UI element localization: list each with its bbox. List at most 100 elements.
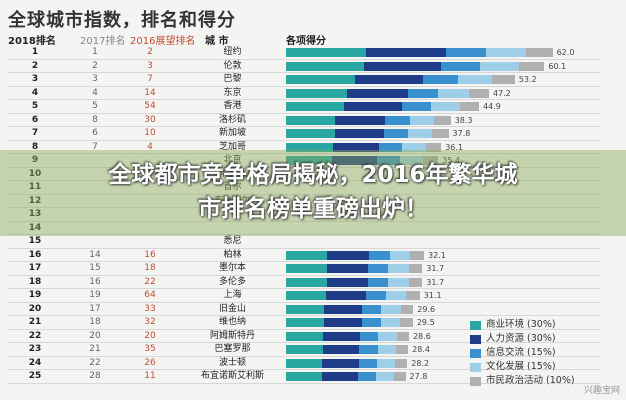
rank-2017-cell: 1 — [92, 47, 98, 57]
rank-2018-cell: 22 — [28, 330, 42, 341]
legend-swatch — [470, 335, 481, 344]
header-city: 城 市 — [205, 36, 229, 47]
rank-2017-cell: 16 — [89, 276, 101, 287]
score-bar-segment-politics — [400, 304, 414, 314]
city-cell: 巴塞罗那 — [214, 344, 251, 354]
chart-legend: 商业环境 (30%) 人力资源 (30%) 信息交流 (15%) 文化发展 (15%)… — [470, 318, 575, 388]
score-bar-segment-politics — [410, 250, 425, 260]
score-bar — [286, 61, 545, 71]
score-bar-segment-info — [366, 291, 387, 300]
score-bar-segment-culture — [438, 88, 469, 98]
score-bar-segment-info — [368, 250, 390, 260]
rank-2017-cell: 17 — [89, 303, 101, 314]
city-cell: 洛杉矶 — [218, 114, 246, 125]
legend-item: 信息交流 (15%) — [470, 346, 575, 360]
table-row: 23 21 35 巴塞罗那 28.4 — [0, 343, 600, 357]
city-cell: 波士顿 — [218, 357, 246, 368]
table-row: 14 — [0, 222, 600, 235]
rank-2018-cell: 16 — [28, 249, 42, 260]
rank-2016-cell: 30 — [144, 114, 156, 125]
table-row: 21 18 32 维也纳 29.5 — [0, 316, 600, 330]
rank-2018-cell: 6 — [31, 114, 39, 125]
rank-2017-cell: 14 — [89, 249, 101, 260]
city-cell: 旧金山 — [218, 303, 246, 314]
rank-2016-cell: 3 — [147, 60, 153, 71]
city-cell: 多伦多 — [218, 276, 246, 287]
score-bar — [286, 102, 480, 111]
city-cell: 柏林 — [223, 249, 242, 260]
score-bar — [286, 264, 423, 273]
row-divider — [8, 166, 600, 168]
score-bar-segment-human — [334, 129, 384, 138]
score-label: 47.2 — [492, 88, 511, 98]
table-row: 17 15 18 墨尔本 31.7 — [0, 262, 600, 276]
score-bar-segment-info — [445, 48, 486, 57]
score-bar-segment-info — [379, 142, 403, 152]
headline-line-2: 市排名榜单重磅出炉！ — [198, 196, 428, 222]
rank-2018-cell: 5 — [31, 101, 39, 111]
city-cell: 香港 — [223, 101, 242, 111]
legend-label: 商业环境 (30%) — [486, 319, 556, 330]
score-bar-segment-culture — [457, 75, 492, 84]
rank-2017-cell: 5 — [92, 101, 98, 111]
table-row: 4 4 14 东京 47.2 — [0, 87, 600, 100]
rank-2016-cell: 22 — [144, 276, 156, 287]
score-bar-segment-politics — [395, 358, 408, 368]
row-divider — [8, 342, 600, 343]
header-rank-2016: 2016展望排名 — [130, 36, 196, 47]
score-bar-segment-business — [286, 264, 327, 273]
score-bar-segment-business — [286, 345, 323, 354]
rank-2016-cell: 2 — [147, 47, 153, 57]
chart-title: 全球城市指数，排名和得分 — [8, 10, 236, 31]
score-bar-segment-politics — [518, 61, 545, 71]
score-label: 28.6 — [412, 331, 431, 341]
table-row: 10 华盛顿 — [0, 168, 600, 181]
table-row: 22 20 20 阿姆斯特丹 28.6 — [0, 330, 600, 343]
score-bar-segment-culture — [389, 250, 411, 260]
score-label: 44.9 — [483, 102, 501, 111]
row-divider — [8, 234, 600, 235]
table-row: 18 16 22 多伦多 31.7 — [0, 276, 600, 289]
rank-2016-cell: 18 — [144, 263, 156, 273]
score-bar-segment-info — [362, 318, 382, 327]
score-bar-segment-politics — [408, 264, 423, 273]
score-bar-segment-politics — [422, 156, 439, 165]
score-bar-segment-culture — [407, 129, 433, 138]
score-bar-segment-business — [286, 277, 327, 287]
table-row: 19 19 64 上海 31.1 — [0, 289, 600, 303]
city-cell: 布鲁塞尔 — [214, 195, 251, 206]
score-bar-segment-human — [363, 61, 442, 71]
rank-2018-cell: 2 — [31, 60, 39, 71]
score-bar — [286, 250, 425, 260]
rank-2018-cell: 9 — [31, 155, 39, 165]
headline[interactable]: 全球都市竞争格局揭秘，2016年繁华城 市排名榜单重磅出炉！ — [0, 158, 626, 226]
table-row: 13 — [0, 208, 600, 222]
rank-2017-cell: 3 — [92, 74, 98, 84]
rank-2016-cell: 64 — [144, 290, 156, 300]
row-divider — [8, 85, 600, 87]
rank-2018-cell: 17 — [28, 263, 42, 273]
score-bar-segment-politics — [396, 331, 409, 341]
score-label: 31.1 — [423, 291, 442, 300]
rank-2017-cell: 21 — [89, 344, 101, 354]
score-bar-segment-business — [286, 291, 327, 300]
score-bar-segment-info — [367, 264, 389, 273]
row-divider — [8, 274, 600, 276]
score-bar-segment-info — [401, 102, 431, 111]
rank-2018-cell: 19 — [28, 290, 42, 300]
score-bar-segment-business — [286, 331, 323, 341]
legend-item: 市民政治活动 (10%) — [470, 374, 575, 388]
score-bar-segment-info — [441, 61, 480, 71]
rank-2017-cell: 2 — [92, 60, 98, 71]
city-cell: 东京 — [223, 87, 242, 98]
score-bar-segment-politics — [468, 88, 489, 98]
score-bar — [286, 277, 423, 287]
score-bar-segment-info — [377, 156, 401, 165]
city-cell: 新加坡 — [218, 128, 246, 138]
score-label: 28.4 — [412, 345, 430, 354]
score-bar-segment-human — [365, 48, 446, 57]
score-bar-segment-human — [335, 115, 385, 125]
city-cell: 芝加哥 — [218, 141, 246, 152]
city-cell: 纽约 — [223, 47, 242, 57]
rank-2016-cell: 32 — [144, 317, 156, 327]
